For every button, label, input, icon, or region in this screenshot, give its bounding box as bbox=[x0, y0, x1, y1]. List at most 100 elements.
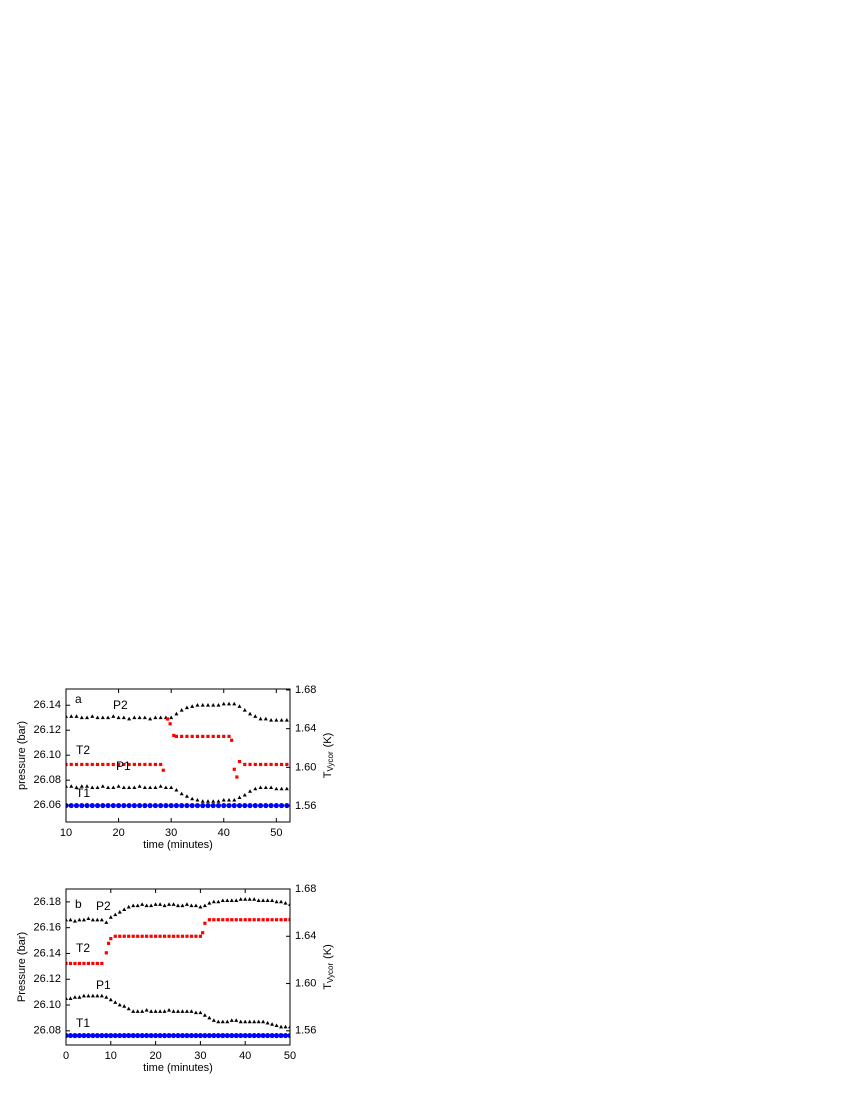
point bbox=[273, 802, 279, 809]
point bbox=[90, 917, 95, 922]
point bbox=[242, 1032, 248, 1039]
point bbox=[197, 1032, 203, 1039]
point bbox=[91, 961, 95, 966]
y2-tick-label: 1.68 bbox=[295, 684, 316, 696]
point bbox=[237, 759, 242, 764]
point bbox=[104, 951, 108, 955]
point bbox=[86, 993, 91, 998]
point bbox=[247, 897, 252, 901]
point bbox=[121, 802, 127, 809]
point bbox=[263, 716, 268, 721]
point bbox=[225, 918, 229, 922]
point bbox=[147, 802, 153, 809]
point bbox=[225, 898, 230, 903]
point bbox=[145, 934, 149, 938]
point bbox=[211, 703, 216, 707]
point bbox=[162, 1009, 167, 1013]
point bbox=[256, 898, 261, 903]
point bbox=[269, 762, 273, 767]
point bbox=[105, 802, 111, 809]
point bbox=[273, 1032, 280, 1039]
point bbox=[251, 1032, 257, 1039]
point bbox=[227, 701, 232, 706]
point bbox=[113, 934, 117, 938]
point bbox=[265, 1032, 271, 1039]
point bbox=[198, 934, 202, 938]
point bbox=[79, 715, 84, 720]
point bbox=[274, 899, 279, 904]
point bbox=[170, 1032, 177, 1039]
point bbox=[158, 902, 163, 906]
y-tick-label: 26.08 bbox=[33, 774, 61, 786]
point bbox=[171, 934, 176, 938]
point bbox=[108, 915, 113, 919]
y2-tick-label: 1.68 bbox=[295, 883, 316, 895]
y2-tick-label: 1.64 bbox=[295, 930, 316, 942]
point bbox=[99, 993, 104, 998]
point bbox=[68, 802, 74, 809]
point bbox=[108, 1032, 114, 1039]
point bbox=[144, 1007, 149, 1012]
point bbox=[116, 715, 121, 720]
point bbox=[248, 711, 253, 716]
point bbox=[135, 903, 140, 908]
point bbox=[229, 898, 234, 903]
point bbox=[222, 734, 226, 738]
point bbox=[238, 1032, 244, 1039]
x-axis-label: time (minutes) bbox=[143, 1062, 213, 1074]
point bbox=[265, 898, 270, 903]
point bbox=[229, 1018, 234, 1022]
point bbox=[207, 900, 212, 905]
point bbox=[216, 799, 221, 803]
plot-frame bbox=[65, 888, 291, 1046]
point bbox=[142, 715, 147, 720]
point bbox=[258, 716, 263, 721]
point bbox=[161, 1032, 168, 1039]
point bbox=[243, 918, 247, 922]
point bbox=[221, 918, 225, 922]
point bbox=[261, 918, 265, 922]
point bbox=[243, 762, 247, 767]
point bbox=[190, 704, 195, 708]
point bbox=[122, 907, 127, 912]
point bbox=[188, 1032, 195, 1039]
point bbox=[220, 898, 225, 903]
point bbox=[201, 734, 205, 738]
point bbox=[288, 918, 290, 922]
point bbox=[189, 802, 195, 809]
point bbox=[184, 1032, 190, 1039]
point bbox=[116, 762, 121, 767]
point bbox=[77, 917, 82, 922]
point bbox=[263, 802, 269, 809]
point bbox=[100, 961, 104, 966]
point bbox=[210, 802, 216, 809]
point bbox=[263, 785, 268, 790]
point bbox=[257, 918, 261, 922]
x-tick-label: 0 bbox=[63, 1050, 69, 1062]
point bbox=[95, 917, 100, 922]
point bbox=[278, 1032, 284, 1039]
point bbox=[158, 934, 162, 938]
y2-axis-label: TVycor (K) bbox=[322, 733, 335, 779]
point bbox=[200, 799, 205, 803]
point bbox=[137, 784, 142, 788]
point bbox=[66, 762, 68, 767]
y-tick-label: 26.16 bbox=[33, 922, 61, 934]
point bbox=[100, 784, 105, 788]
y-tick-label: 26.08 bbox=[33, 1025, 61, 1037]
point bbox=[79, 802, 85, 809]
point bbox=[243, 897, 248, 901]
point bbox=[205, 799, 210, 803]
point bbox=[131, 1009, 136, 1013]
point bbox=[131, 802, 137, 809]
point bbox=[162, 934, 167, 938]
point bbox=[279, 918, 283, 922]
point bbox=[216, 734, 221, 738]
point bbox=[269, 1032, 275, 1039]
y2-tick-label: 1.56 bbox=[295, 1025, 316, 1037]
point bbox=[95, 785, 100, 790]
point bbox=[89, 802, 95, 809]
point bbox=[153, 785, 158, 790]
point bbox=[118, 934, 122, 938]
point bbox=[73, 961, 77, 966]
